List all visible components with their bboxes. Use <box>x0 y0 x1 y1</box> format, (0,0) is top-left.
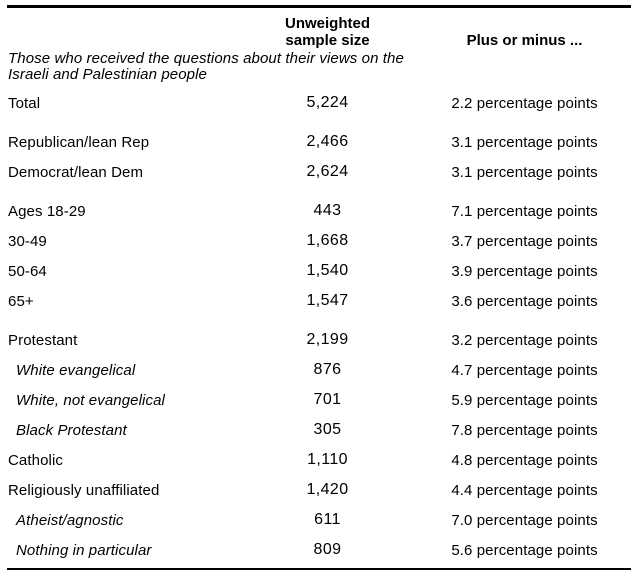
row-label: Catholic <box>8 451 63 469</box>
row-margin-of-error: 7.8 percentage points <box>451 421 598 439</box>
row-margin-of-error: 3.9 percentage points <box>451 262 598 280</box>
row-sample-size: 1,540 <box>306 262 349 279</box>
row-label: 65+ <box>8 292 34 310</box>
table-row: Democrat/lean Dem 2,624 3.1 percentage p… <box>0 157 639 187</box>
methodology-table: Unweighted sample size Plus or minus ...… <box>0 5 639 585</box>
table-row: 65+ 1,547 3.6 percentage points <box>0 286 639 316</box>
row-margin-of-error: 4.7 percentage points <box>451 361 598 379</box>
row-label: Democrat/lean Dem <box>8 163 144 181</box>
row-label: Nothing in particular <box>16 541 152 559</box>
row-sample-size: 1,420 <box>306 481 349 498</box>
column-header-sample-size-line2: sample size <box>285 32 370 49</box>
row-sample-size: 5,224 <box>306 94 349 111</box>
table-header-row: Unweighted sample size Plus or minus ... <box>0 15 639 49</box>
row-sample-size: 701 <box>313 391 342 408</box>
row-margin-of-error: 5.6 percentage points <box>451 541 598 559</box>
table-row: Catholic 1,110 4.8 percentage points <box>0 445 639 475</box>
row-margin-of-error: 2.2 percentage points <box>451 94 598 112</box>
row-margin-of-error: 5.9 percentage points <box>451 391 598 409</box>
row-sample-size: 1,547 <box>306 292 349 309</box>
row-label: White, not evangelical <box>16 391 165 409</box>
row-sample-size: 443 <box>313 202 342 219</box>
row-sample-size: 305 <box>313 421 342 438</box>
row-sample-size: 1,110 <box>307 451 348 468</box>
table-descriptor: Those who received the questions about t… <box>8 50 404 83</box>
row-margin-of-error: 3.1 percentage points <box>451 163 598 181</box>
table-row: Black Protestant 305 7.8 percentage poin… <box>0 415 639 445</box>
column-header-margin-of-error: Plus or minus ... <box>466 32 583 49</box>
row-margin-of-error: 7.1 percentage points <box>451 202 598 220</box>
row-label: 50-64 <box>8 262 47 280</box>
row-sample-size: 2,199 <box>306 331 349 348</box>
table-row: 30-49 1,668 3.7 percentage points <box>0 226 639 256</box>
row-margin-of-error: 3.6 percentage points <box>451 292 598 310</box>
row-label: Total <box>8 94 41 112</box>
table-row: Nothing in particular 809 5.6 percentage… <box>0 535 639 565</box>
row-margin-of-error: 3.7 percentage points <box>451 232 598 250</box>
table-row: Atheist/agnostic 611 7.0 percentage poin… <box>0 505 639 535</box>
row-label: Religiously unaffiliated <box>8 481 160 499</box>
row-sample-size: 2,624 <box>306 163 349 180</box>
table-row: White evangelical 876 4.7 percentage poi… <box>0 355 639 385</box>
table-body: Total 5,224 2.2 percentage points Republ… <box>0 88 639 565</box>
row-sample-size: 876 <box>313 361 342 378</box>
row-sample-size: 1,668 <box>306 232 349 249</box>
row-label: 30-49 <box>8 232 47 250</box>
column-header-sample-size-line1: Unweighted <box>285 15 370 32</box>
row-margin-of-error: 3.2 percentage points <box>451 331 598 349</box>
row-margin-of-error: 4.8 percentage points <box>451 451 598 469</box>
bottom-rule <box>7 568 631 570</box>
table-row: Religiously unaffiliated 1,420 4.4 perce… <box>0 475 639 505</box>
row-label: Atheist/agnostic <box>16 511 124 529</box>
table-row: 50-64 1,540 3.9 percentage points <box>0 256 639 286</box>
row-sample-size: 2,466 <box>306 133 349 150</box>
row-label: Ages 18-29 <box>8 202 86 220</box>
row-label: Black Protestant <box>16 421 127 439</box>
row-label: Republican/lean Rep <box>8 133 150 151</box>
row-margin-of-error: 7.0 percentage points <box>451 511 598 529</box>
table-row: Ages 18-29 443 7.1 percentage points <box>0 196 639 226</box>
table-row: White, not evangelical 701 5.9 percentag… <box>0 385 639 415</box>
row-margin-of-error: 3.1 percentage points <box>451 133 598 151</box>
table-row: Protestant 2,199 3.2 percentage points <box>0 325 639 355</box>
row-sample-size: 611 <box>314 511 341 528</box>
table-row: Republican/lean Rep 2,466 3.1 percentage… <box>0 127 639 157</box>
row-margin-of-error: 4.4 percentage points <box>451 481 598 499</box>
top-rule <box>7 5 631 8</box>
row-label: White evangelical <box>16 361 136 379</box>
row-label: Protestant <box>8 331 78 349</box>
column-header-sample-size: Unweighted sample size <box>245 15 410 49</box>
row-sample-size: 809 <box>313 541 342 558</box>
table-row: Total 5,224 2.2 percentage points <box>0 88 639 118</box>
